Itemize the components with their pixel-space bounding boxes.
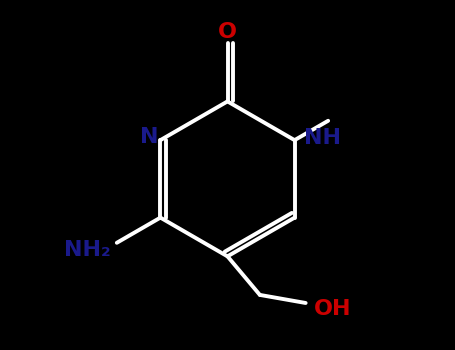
Text: N: N: [140, 127, 158, 147]
Text: OH: OH: [313, 299, 351, 319]
Text: O: O: [218, 22, 237, 42]
Text: NH₂: NH₂: [64, 240, 111, 260]
Text: NH: NH: [304, 128, 341, 148]
